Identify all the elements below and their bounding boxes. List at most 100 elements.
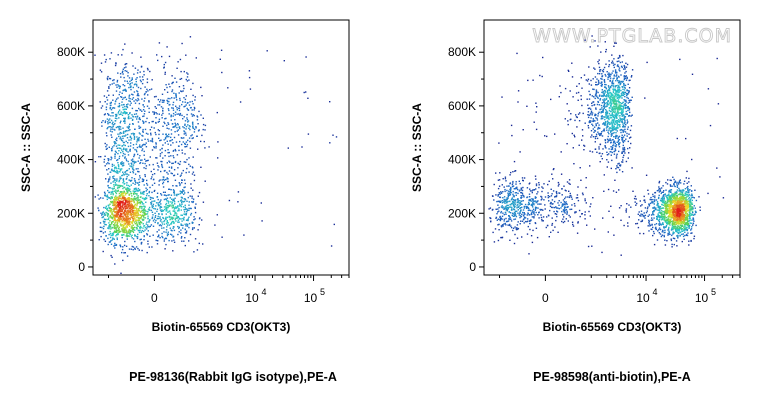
event-point xyxy=(615,135,618,138)
event-point xyxy=(125,66,127,68)
event-point xyxy=(139,109,141,111)
event-point xyxy=(149,198,152,200)
event-point xyxy=(132,97,135,99)
event-point xyxy=(135,246,138,248)
event-point xyxy=(622,126,624,128)
event-point xyxy=(669,189,671,192)
event-point xyxy=(621,121,624,124)
event-point xyxy=(621,91,624,93)
event-point xyxy=(601,75,603,77)
event-point xyxy=(505,231,508,233)
event-point xyxy=(540,199,542,201)
event-point xyxy=(690,185,692,187)
event-point xyxy=(677,236,679,238)
event-point xyxy=(189,165,191,167)
event-point xyxy=(175,94,177,96)
event-point xyxy=(174,212,176,214)
event-point xyxy=(133,100,135,102)
event-point xyxy=(132,231,135,233)
event-point xyxy=(123,108,125,111)
event-point xyxy=(166,124,168,127)
event-point xyxy=(537,207,539,209)
event-point xyxy=(124,205,126,207)
event-point xyxy=(596,137,599,140)
event-point xyxy=(134,212,136,215)
event-point xyxy=(641,219,644,221)
event-point xyxy=(168,133,170,136)
event-point xyxy=(523,196,525,198)
event-point xyxy=(509,206,512,208)
event-point xyxy=(130,179,133,182)
event-point xyxy=(516,186,518,188)
event-point xyxy=(610,154,612,156)
event-point xyxy=(497,179,500,181)
event-point xyxy=(523,212,525,214)
event-point xyxy=(113,79,115,81)
event-point xyxy=(571,62,573,64)
event-point xyxy=(608,129,610,132)
event-point xyxy=(528,201,530,204)
event-point xyxy=(109,106,111,109)
event-point xyxy=(124,88,126,91)
event-point xyxy=(161,232,163,235)
event-point xyxy=(608,64,611,66)
event-point xyxy=(647,225,649,227)
event-point xyxy=(614,63,616,66)
event-point xyxy=(668,193,670,195)
event-point xyxy=(676,245,678,247)
event-point xyxy=(142,135,144,137)
event-point xyxy=(185,219,188,221)
event-point xyxy=(126,232,128,235)
event-point xyxy=(510,199,513,201)
event-point xyxy=(137,160,139,162)
event-point xyxy=(656,215,658,218)
event-point xyxy=(130,248,133,250)
event-point xyxy=(641,220,643,222)
event-point xyxy=(141,207,143,209)
event-point xyxy=(111,126,113,128)
event-point xyxy=(622,141,625,144)
event-point xyxy=(625,211,627,213)
event-point xyxy=(151,206,154,209)
event-point xyxy=(628,216,630,218)
event-point xyxy=(163,223,166,225)
event-point xyxy=(671,234,673,237)
event-point xyxy=(156,217,158,220)
event-point xyxy=(625,92,628,95)
event-point xyxy=(619,87,621,89)
event-point xyxy=(604,145,606,147)
event-point xyxy=(147,230,149,232)
event-point xyxy=(621,61,623,63)
event-point xyxy=(114,120,117,122)
event-point xyxy=(501,215,504,217)
event-point xyxy=(504,190,506,193)
event-point xyxy=(137,229,139,232)
event-point xyxy=(124,207,127,210)
event-point xyxy=(691,194,693,197)
event-point xyxy=(157,169,159,171)
event-point xyxy=(646,207,649,210)
event-point xyxy=(512,199,514,201)
event-point xyxy=(602,111,604,113)
event-point xyxy=(661,198,663,200)
event-point xyxy=(138,94,140,97)
event-point xyxy=(137,214,140,216)
event-point xyxy=(121,218,123,220)
event-point xyxy=(619,115,621,117)
event-point xyxy=(125,212,128,214)
event-point xyxy=(615,144,618,146)
event-point xyxy=(538,212,540,214)
event-point xyxy=(608,210,610,212)
event-point xyxy=(148,220,150,222)
event-point xyxy=(112,177,114,180)
event-point xyxy=(654,223,656,226)
event-point xyxy=(618,146,621,148)
event-point xyxy=(163,99,165,102)
event-point xyxy=(164,71,166,74)
event-point xyxy=(101,216,103,219)
event-point xyxy=(110,201,112,204)
event-point xyxy=(168,135,170,138)
event-point xyxy=(597,79,600,82)
event-point xyxy=(556,211,559,213)
event-point xyxy=(120,272,122,274)
